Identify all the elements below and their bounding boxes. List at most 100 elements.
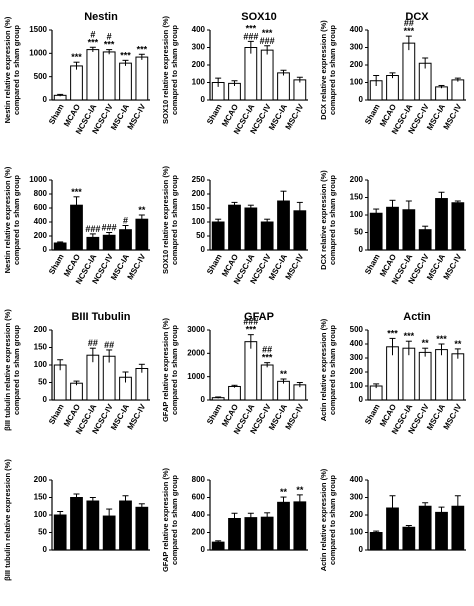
y-tick-label: 100 [350,78,364,87]
y-tick-label: 1000 [29,175,47,184]
bar [119,62,132,101]
y-axis-label: compared to sham group [170,325,179,415]
bar [244,517,258,551]
significance: ** [454,339,462,349]
y-tick-label: 300 [350,353,364,362]
y-tick-label: 0 [201,395,206,404]
y-tick-label: 100 [350,210,364,219]
significance: *** [246,325,257,335]
y-tick-label: 50 [38,528,47,537]
y-axis-label: GFAP relative expression (%) [161,467,170,572]
significance: ### [85,224,100,234]
y-tick-label: 0 [43,545,48,554]
significance: ### [102,223,117,233]
significance: *** [404,26,415,36]
y-axis-label: SOX10 relative expression (%) [161,16,170,124]
y-tick-label: 200 [350,60,364,69]
y-tick-label: 100 [350,528,364,537]
bar [418,351,432,401]
significance: *** [71,187,82,197]
significance: ** [280,487,288,497]
bar [435,86,448,101]
y-axis-label: Actin relative expression (%) [319,318,328,421]
significance: ** [138,205,146,215]
y-tick-label: 3000 [187,325,205,334]
y-axis-label: comapred to sham group [328,25,337,115]
y-tick-label: 250 [192,175,206,184]
y-tick-label: 200 [34,475,48,484]
y-tick-label: 600 [192,493,206,502]
bar [277,72,290,101]
y-tick-label: 50 [38,378,47,387]
bar [260,364,274,401]
chart-title: Nestin [84,11,118,23]
y-axis-label: compared to sham group [328,475,337,565]
bar [53,514,67,551]
bar [211,221,225,251]
significance: *** [262,353,273,363]
chart-title: SOX10 [241,11,276,23]
y-tick-label: 50 [354,228,363,237]
chart-title: DCX [405,11,429,23]
y-tick-label: 200 [34,325,48,334]
y-tick-label: 100 [192,78,206,87]
y-tick-label: 400 [350,339,364,348]
y-tick-label: 200 [192,60,206,69]
y-axis-label: comapred to sham group [170,175,179,265]
significance: *** [262,28,273,38]
significance: ** [422,338,430,348]
significance: ** [280,369,288,379]
bar [135,218,149,251]
y-axis-label: Actin relative expression (%) [319,468,328,571]
y-tick-label: 300 [350,43,364,52]
y-tick-label: 150 [34,343,48,352]
bar [135,56,149,101]
bar [451,353,465,401]
bar [135,506,149,551]
bar [135,368,149,401]
y-tick-label: 300 [350,493,364,502]
bar [86,500,100,551]
bar [293,501,307,551]
y-tick-label: 500 [34,72,48,81]
bar [70,382,83,401]
bar [244,207,258,251]
y-tick-label: 200 [350,175,364,184]
y-axis-label: DCX relative expression (%) [319,20,328,120]
y-tick-label: 0 [201,245,206,254]
significance: ## [262,345,272,355]
bar [451,79,465,101]
y-tick-label: 1500 [29,25,47,34]
chart-title: Actin [403,311,431,323]
y-tick-label: 150 [192,203,206,212]
y-tick-label: 100 [350,381,364,390]
bar [402,526,416,551]
significance: # [123,216,128,226]
bar [418,62,432,101]
bar [86,49,100,101]
y-tick-label: 150 [350,193,364,202]
bar [260,516,274,551]
bar [435,349,448,401]
y-tick-label: 400 [192,25,206,34]
bar [102,51,116,101]
y-tick-label: 400 [350,475,364,484]
significance: ## [404,18,414,28]
bar [418,505,432,551]
bar [369,212,383,251]
y-tick-label: 1000 [29,48,47,57]
bar [244,47,258,101]
bar [228,204,241,251]
significance: *** [246,23,257,33]
bar [70,65,83,101]
bar [451,202,465,251]
y-tick-label: 500 [350,325,364,334]
y-tick-label: 600 [34,203,48,212]
y-tick-label: 200 [350,367,364,376]
bar [228,385,241,401]
y-axis-label: compared to sham group [170,475,179,565]
significance: *** [436,334,447,344]
bar [119,500,132,551]
y-axis-label: GFAP relative expression (%) [161,317,170,422]
y-tick-label: 200 [350,510,364,519]
